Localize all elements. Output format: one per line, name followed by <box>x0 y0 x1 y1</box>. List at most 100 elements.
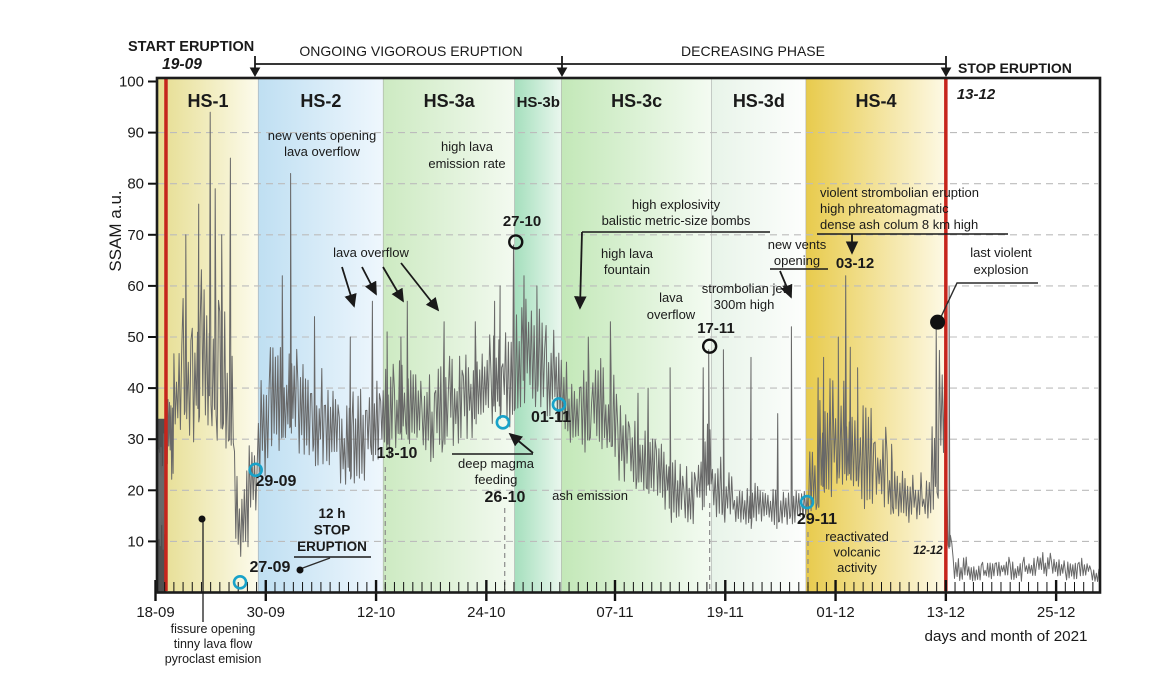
annotation-text: fissure opening <box>171 622 256 636</box>
annotation-text: explosion <box>974 262 1029 277</box>
annotation-text: 29-09 <box>256 473 297 490</box>
annotation-date-29-11: 29-11 <box>797 511 837 528</box>
phase-band-HS-3a <box>383 79 515 592</box>
annotation-last-violent: last violent explosion <box>939 245 1038 320</box>
x-tick-label: 01-12 <box>816 604 854 621</box>
annotation-text: deep magma <box>458 456 535 471</box>
eruption-event-lines <box>164 79 948 591</box>
annotation-text: fountain <box>604 262 650 277</box>
x-tick-label: 24-10 <box>467 604 505 621</box>
phase-label-HS-1: HS-1 <box>187 91 228 111</box>
annotation-lava-overflow-2: lava overflow <box>647 290 696 322</box>
annotation-text: 12-12 <box>913 545 943 557</box>
annotation-text: reactivated <box>825 529 889 544</box>
phase-label-HS-3c: HS-3c <box>611 91 662 111</box>
cyan-circle-marker-26-10 <box>495 415 511 430</box>
annotation-text: tinny lava flow <box>174 637 253 651</box>
phase-label-HS-2: HS-2 <box>300 91 341 111</box>
annotation-date-01-11: 01-11 <box>531 409 571 426</box>
fissure-dot <box>198 515 206 523</box>
annotation-text: high phreatomagmatic <box>820 201 949 216</box>
start-eruption-date: 19-09 <box>162 56 202 73</box>
x-tick-label: 07-11 <box>596 604 633 621</box>
annotation-arrow <box>574 231 587 310</box>
y-tick-label: 100 <box>119 74 144 91</box>
annotation-text: 13-10 <box>377 445 418 462</box>
start-eruption-label: START ERUPTION <box>128 39 254 55</box>
annotation-text: 29-11 <box>797 511 837 528</box>
phase-brackets <box>249 56 952 78</box>
phase-label-HS-3b: HS-3b <box>517 94 560 111</box>
y-tick-label: 10 <box>127 533 144 550</box>
cyan-circle-marker-01-11 <box>551 397 567 412</box>
phase-band-HS-2 <box>258 79 384 592</box>
cyan-circle-marker-27-09 <box>232 574 248 590</box>
annotation-date-13-10: 13-10 <box>377 445 418 462</box>
x-axis-title: days and month of 2021 <box>925 628 1088 645</box>
annotation-arrow <box>508 432 534 454</box>
annotation-arrow <box>779 270 793 299</box>
black-circle-marker-17-11 <box>701 338 718 354</box>
annotation-arrow <box>382 266 404 303</box>
y-tick-label: 40 <box>127 380 144 397</box>
y-tick-label: 60 <box>127 278 144 295</box>
annotation-date-29-09: 29-09 <box>256 473 297 490</box>
annotation-text: new vents <box>768 237 827 252</box>
x-tick-label: 25-12 <box>1037 604 1075 621</box>
annotation-date-17-11: 17-11 <box>697 320 735 337</box>
stop-12h-dot <box>296 566 304 574</box>
annotation-text: opening <box>774 253 820 268</box>
annotation-text: last violent <box>970 245 1032 260</box>
y-tick-label: 70 <box>127 227 144 244</box>
annotation-text: strombolian jet <box>702 281 787 296</box>
bracket-arrow-mid <box>556 56 568 78</box>
black-circle-marker-27-10 <box>508 234 524 250</box>
x-tick-label: 30-09 <box>247 604 285 621</box>
annotation-text: pyroclast emision <box>165 652 262 666</box>
annotation-text: STOP <box>314 523 351 538</box>
axes: 10 20 30 40 50 60 70 80 90 100 18-09 30-09 12-10 24-1… <box>119 74 1094 621</box>
annotation-lava-overflow-1: lava overflow <box>333 245 440 312</box>
x-tick-label: 18-09 <box>136 604 174 621</box>
annotation-text: lava overflow <box>284 144 360 159</box>
y-tick-label: 80 <box>127 176 144 193</box>
annotation-arrow <box>341 266 357 308</box>
y-axis-title: SSAM a.u. <box>106 190 125 271</box>
black-dot-last-violent-explosion <box>930 314 946 330</box>
annotation-date-27-09: 27-09 <box>250 559 291 576</box>
annotation-text: lava <box>659 290 684 305</box>
phase-band-HS-3c <box>561 79 712 592</box>
y-tick-label: 20 <box>127 482 144 499</box>
annotation-text: overflow <box>647 307 696 322</box>
ongoing-phase-label: ONGOING VIGOROUS ERUPTION <box>299 43 522 59</box>
phase-label-HS-3a: HS-3a <box>424 91 476 111</box>
annotation-text: ash emission <box>552 488 628 503</box>
y-tick-label: 50 <box>127 329 144 346</box>
ssam-signal <box>157 111 1100 592</box>
phase-label-HS-3d: HS-3d <box>733 91 785 111</box>
annotation-leader-line <box>939 282 1038 320</box>
annotation-text: volcanic <box>834 545 881 560</box>
annotation-date-12-12: 12-12 <box>913 545 943 557</box>
annotation-text: new vents opening <box>268 128 376 143</box>
cyan-circle-marker-29-11 <box>799 494 815 510</box>
decreasing-phase-label: DECREASING PHASE <box>681 43 825 59</box>
x-tick-label: 12-10 <box>357 604 395 621</box>
annotation-text: high lava <box>601 246 654 261</box>
annotation-arrow <box>400 262 440 312</box>
annotation-ash-emission: ash emission <box>552 488 628 503</box>
annotation-text: 27-09 <box>250 559 291 576</box>
annotation-date-27-10: 27-10 <box>503 213 541 230</box>
annotation-text: 17-11 <box>697 320 735 337</box>
x-tick-label: 19-11 <box>707 604 744 621</box>
